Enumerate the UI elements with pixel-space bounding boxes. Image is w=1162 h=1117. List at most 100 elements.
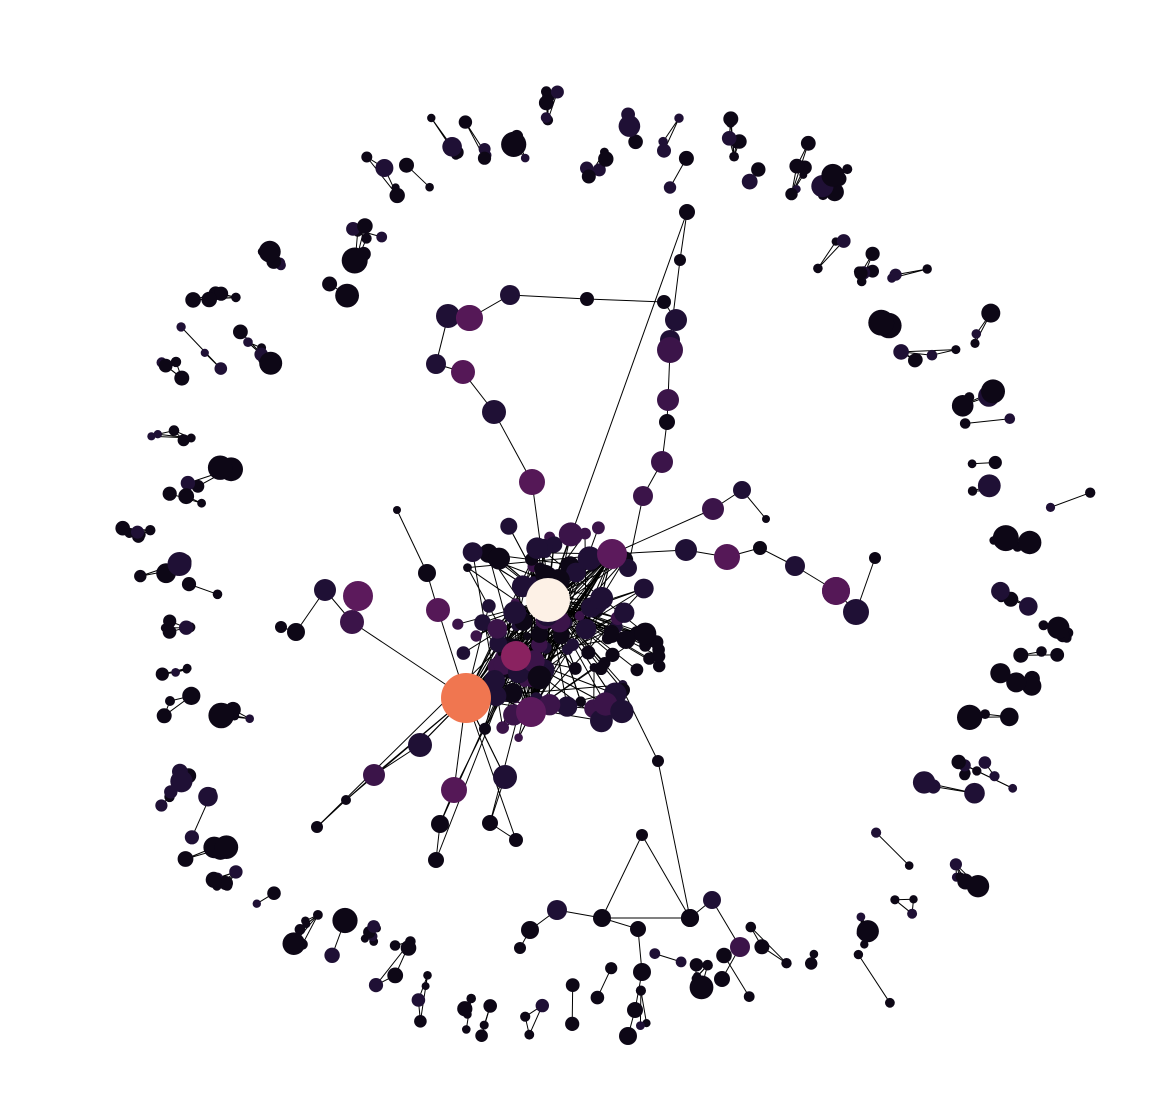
graph-node [387, 967, 404, 984]
graph-node [520, 1011, 531, 1022]
graph-node [509, 833, 523, 847]
graph-edge [396, 509, 428, 574]
graph-node [482, 599, 496, 613]
graph-node [1006, 672, 1027, 693]
graph-node [363, 764, 385, 786]
graph-node [389, 187, 405, 204]
graph-node [418, 564, 436, 582]
graph-node [1004, 413, 1016, 425]
graph-node [185, 292, 201, 308]
graph-node [516, 697, 546, 727]
graph-node [474, 614, 491, 631]
graph-node [992, 525, 1019, 552]
graph-node [633, 486, 653, 506]
graph-node [652, 649, 666, 663]
graph-node [451, 360, 475, 384]
graph-node [1021, 676, 1042, 696]
graph-node [176, 322, 186, 332]
graph-node [198, 786, 218, 807]
graph-node [951, 345, 961, 355]
graph-edge [301, 914, 319, 945]
graph-node [426, 354, 446, 374]
graph-node [462, 542, 483, 562]
graph-node [909, 895, 918, 904]
graph-node [566, 638, 579, 651]
graph-node [972, 766, 982, 776]
graph-node [702, 959, 713, 971]
graph-node [170, 356, 182, 368]
graph-node [134, 569, 147, 583]
graph-edge [901, 349, 956, 353]
graph-node [367, 920, 381, 933]
graph-node [340, 610, 364, 634]
graph-node [470, 630, 482, 642]
graph-node [441, 673, 491, 723]
graph-node [565, 978, 580, 992]
graph-node [547, 900, 567, 920]
graph-node [594, 661, 608, 676]
graph-node [521, 921, 539, 939]
graph-node [393, 506, 401, 514]
graph-node [805, 957, 818, 970]
graph-node [574, 610, 585, 621]
graph-node [322, 276, 338, 292]
graph-node [618, 115, 641, 137]
graph-node [258, 240, 281, 263]
graph-edge [493, 411, 533, 483]
graph-node [174, 370, 190, 386]
graph-node [155, 799, 168, 812]
graph-node [981, 379, 1005, 404]
graph-node [282, 932, 306, 955]
graph-node [197, 498, 207, 508]
graph-node [663, 181, 677, 194]
graph-node [523, 632, 532, 641]
graph-node [207, 455, 233, 480]
graph-node [890, 895, 900, 905]
graph-node [479, 722, 491, 735]
graph-node [431, 815, 449, 833]
graph-node [753, 541, 767, 555]
graph-node [171, 668, 181, 677]
graph-node [168, 425, 180, 436]
graph-node [214, 835, 239, 859]
graph-node [598, 151, 614, 167]
graph-node [981, 303, 1001, 323]
graph-node [526, 537, 548, 559]
graph-node [184, 830, 199, 845]
graph-node [577, 546, 602, 571]
graph-node [482, 815, 498, 831]
graph-node [167, 552, 192, 576]
graph-node [714, 544, 740, 570]
graph-node [267, 886, 281, 900]
graph-node [1008, 783, 1018, 793]
graph-edge [1050, 492, 1091, 508]
graph-node [980, 709, 990, 719]
graph-node [156, 708, 172, 724]
graph-node [489, 634, 508, 653]
graph-node [294, 924, 306, 935]
graph-node [957, 704, 983, 731]
graph-node [411, 993, 426, 1007]
graph-node [635, 985, 647, 996]
graph-node [524, 1029, 535, 1040]
graph-node [785, 556, 805, 576]
graph-node [375, 159, 394, 177]
graph-node [442, 137, 462, 157]
graph-node [860, 940, 869, 949]
graph-node [478, 143, 491, 155]
graph-edge [640, 990, 647, 1024]
graph-node [205, 871, 222, 888]
graph-edge [345, 697, 467, 801]
graph-node [1013, 647, 1029, 663]
graph-node [441, 777, 467, 803]
graph-node [800, 135, 816, 151]
graph-node [627, 1002, 643, 1018]
graph-node [597, 539, 627, 569]
graph-node [214, 286, 229, 301]
graph-node [614, 602, 635, 623]
graph-node [665, 309, 687, 331]
graph-node [926, 349, 938, 361]
graph-node [245, 714, 254, 723]
graph-node [200, 348, 209, 357]
graph-node [762, 515, 770, 523]
